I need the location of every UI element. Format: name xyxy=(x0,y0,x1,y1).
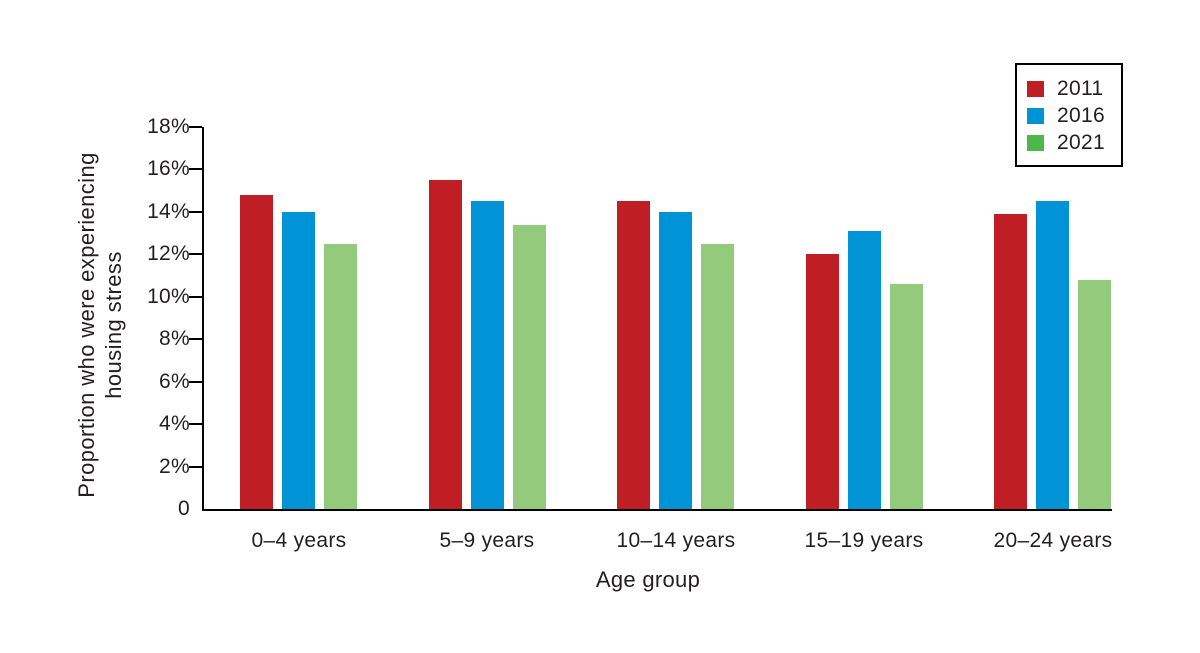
y-axis-tick xyxy=(189,465,202,468)
bar-2021-0–4 years xyxy=(324,244,357,509)
y-axis-tick-label: 10% xyxy=(147,284,190,308)
bar-2016-5–9 years xyxy=(471,201,504,509)
legend-label-2016: 2016 xyxy=(1057,104,1105,127)
x-axis-title: Age group xyxy=(595,567,701,592)
legend-item-2021: 2021 xyxy=(1027,131,1121,154)
y-axis-tick-label: 18% xyxy=(147,115,190,138)
bar-2021-10–14 years xyxy=(701,244,734,509)
bar-2021-5–9 years xyxy=(513,225,546,509)
y-axis-tick xyxy=(189,126,202,128)
x-axis-category-label: 0–4 years xyxy=(251,529,347,552)
legend-label-2021: 2021 xyxy=(1057,131,1105,154)
y-axis-title-line-1: Proportion who were experiencing xyxy=(74,152,99,498)
bar-2016-20–24 years xyxy=(1036,201,1069,509)
y-axis-tick-label: 0 xyxy=(178,497,190,520)
plot-area: Age group 0 2% 4% 6% 8% 10% 12% 14% 16% 18% 0–4 ye… xyxy=(147,115,1112,592)
y-axis-tick xyxy=(189,210,202,213)
legend-item-2011: 2011 xyxy=(1027,77,1121,100)
bar-2016-10–14 years xyxy=(659,212,692,509)
bar-2011-15–19 years xyxy=(806,254,839,509)
bar-2011-20–24 years xyxy=(994,214,1027,509)
y-axis-tick xyxy=(189,423,202,426)
bar-2021-15–19 years xyxy=(890,284,923,509)
x-axis-category-label: 10–14 years xyxy=(616,529,736,552)
x-axis-category-label: 15–19 years xyxy=(804,529,924,552)
bar-2011-10–14 years xyxy=(617,201,650,509)
bar-2016-0–4 years xyxy=(282,212,315,509)
bar-2011-0–4 years xyxy=(240,195,273,509)
y-axis-tick-label: 12% xyxy=(147,242,190,266)
y-axis-tick xyxy=(189,295,202,298)
bar-2011-5–9 years xyxy=(429,180,462,509)
y-axis-tick-label: 6% xyxy=(159,369,190,393)
y-axis-title-line-2: housing stress xyxy=(101,251,126,399)
legend-swatch-2016 xyxy=(1027,108,1044,124)
legend: 2011 2016 2021 xyxy=(1015,63,1123,167)
y-axis-tick xyxy=(189,253,202,256)
bar-2016-15–19 years xyxy=(848,231,881,509)
legend-item-2016: 2016 xyxy=(1027,104,1121,127)
legend-swatch-2011 xyxy=(1027,81,1044,97)
x-axis-category-label: 5–9 years xyxy=(439,529,535,552)
y-axis-tick xyxy=(189,380,202,383)
legend-label-2011: 2011 xyxy=(1057,77,1104,100)
y-axis-tick-label: 8% xyxy=(159,327,190,351)
y-axis-tick xyxy=(189,338,202,341)
y-axis-tick xyxy=(189,168,202,171)
y-axis-tick-label: 2% xyxy=(159,454,190,478)
y-axis-title: Proportion who were experiencing housing… xyxy=(73,152,127,497)
y-axis-tick-label: 14% xyxy=(147,199,190,223)
y-axis-tick-label: 4% xyxy=(159,412,190,436)
y-axis-tick-label: 16% xyxy=(147,157,190,181)
legend-swatch-2021 xyxy=(1027,135,1044,151)
bar-2021-20–24 years xyxy=(1078,280,1111,509)
x-axis-category-label: 20–24 years xyxy=(993,529,1113,552)
